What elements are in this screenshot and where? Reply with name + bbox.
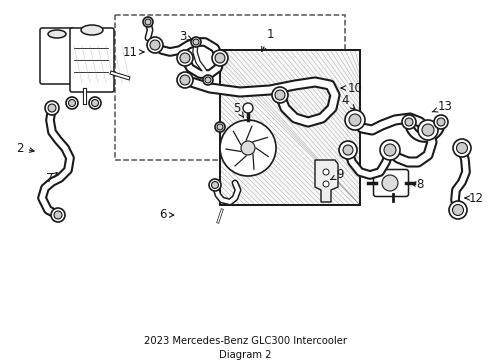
Circle shape: [323, 169, 329, 175]
Circle shape: [66, 97, 78, 109]
Circle shape: [275, 90, 285, 100]
Text: 2: 2: [16, 141, 34, 154]
Bar: [115, 15, 345, 160]
Circle shape: [323, 181, 329, 187]
Circle shape: [418, 120, 438, 140]
Circle shape: [177, 50, 193, 66]
Circle shape: [150, 40, 160, 50]
FancyBboxPatch shape: [40, 28, 74, 84]
Circle shape: [191, 37, 201, 47]
Circle shape: [203, 75, 213, 85]
Circle shape: [220, 120, 276, 176]
Circle shape: [272, 87, 288, 103]
Circle shape: [384, 144, 396, 156]
Circle shape: [177, 72, 193, 88]
Circle shape: [402, 115, 416, 129]
Circle shape: [143, 17, 153, 27]
Circle shape: [69, 99, 75, 107]
Bar: [220, 50, 360, 205]
Polygon shape: [315, 160, 338, 202]
Circle shape: [145, 19, 151, 25]
Text: 4: 4: [341, 94, 355, 109]
Circle shape: [243, 103, 253, 113]
Text: 1: 1: [262, 28, 274, 51]
Circle shape: [45, 101, 59, 115]
FancyBboxPatch shape: [70, 28, 114, 92]
Circle shape: [437, 118, 445, 126]
Circle shape: [382, 175, 398, 191]
Circle shape: [193, 39, 199, 45]
Text: 8: 8: [411, 179, 424, 192]
Circle shape: [343, 145, 353, 155]
Circle shape: [349, 114, 361, 126]
Text: 7: 7: [46, 171, 57, 184]
Circle shape: [51, 208, 65, 222]
Circle shape: [54, 211, 62, 219]
Text: 9: 9: [331, 168, 344, 181]
Circle shape: [205, 77, 211, 83]
Text: 13: 13: [432, 100, 452, 113]
Text: 12: 12: [465, 192, 484, 204]
Circle shape: [434, 115, 448, 129]
Circle shape: [345, 110, 365, 130]
Circle shape: [89, 97, 101, 109]
Circle shape: [241, 141, 255, 155]
Circle shape: [215, 53, 225, 63]
Circle shape: [457, 143, 467, 153]
Text: 3: 3: [179, 30, 192, 42]
Circle shape: [380, 140, 400, 160]
Text: 6: 6: [159, 208, 174, 221]
Circle shape: [215, 122, 225, 132]
Circle shape: [147, 37, 163, 53]
Circle shape: [92, 99, 98, 107]
Circle shape: [453, 139, 471, 157]
Circle shape: [180, 53, 190, 63]
Circle shape: [405, 118, 413, 126]
Ellipse shape: [48, 30, 66, 38]
Circle shape: [339, 141, 357, 159]
Circle shape: [449, 201, 467, 219]
Text: 5: 5: [233, 102, 244, 117]
Text: 2023 Mercedes-Benz GLC300 Intercooler
Diagram 2: 2023 Mercedes-Benz GLC300 Intercooler Di…: [144, 336, 346, 360]
Bar: [220, 50, 360, 205]
Text: 10: 10: [341, 81, 363, 94]
Circle shape: [48, 104, 56, 112]
Ellipse shape: [81, 25, 103, 35]
Circle shape: [217, 124, 223, 130]
Circle shape: [422, 124, 434, 136]
Circle shape: [212, 50, 228, 66]
Text: 11: 11: [122, 45, 144, 58]
Circle shape: [452, 204, 464, 216]
FancyBboxPatch shape: [373, 170, 409, 197]
Circle shape: [212, 181, 219, 189]
Circle shape: [180, 75, 190, 85]
Circle shape: [209, 179, 221, 191]
